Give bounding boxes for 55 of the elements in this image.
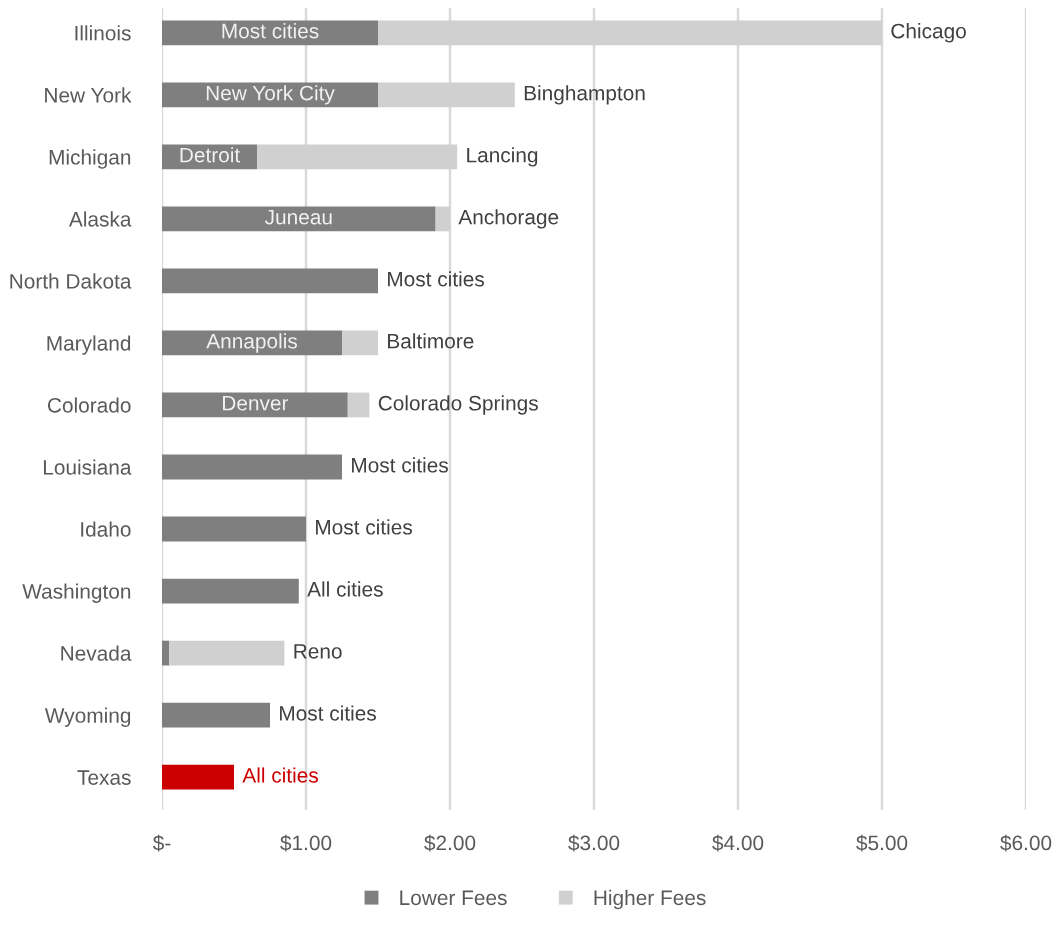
bar <box>162 268 378 294</box>
bar <box>342 330 378 356</box>
data-label: Most cities <box>280 705 376 721</box>
y-tick-label: Idaho <box>81 521 131 537</box>
y-tick-label: Wyoming <box>44 707 131 727</box>
bar <box>162 454 342 480</box>
data-label: Most cities <box>316 519 412 535</box>
data-label: Juneau <box>264 209 332 225</box>
bar <box>162 702 270 728</box>
bar <box>169 640 285 666</box>
y-tick-label: Alaska <box>68 211 132 227</box>
x-tick-label: $1.00 <box>280 834 332 852</box>
y-tick-label: Washington <box>22 583 131 603</box>
bar <box>162 206 436 232</box>
y-tick-label: New York <box>45 87 132 103</box>
legend-label: Lower Fees <box>400 890 507 906</box>
x-tick-label: $6.00 <box>1000 834 1052 852</box>
data-label: Denver <box>223 396 289 411</box>
x-tick-label: $4.00 <box>712 834 764 852</box>
data-label: Chicago <box>891 23 966 43</box>
data-label: Detroit <box>180 147 241 163</box>
bar <box>162 82 378 108</box>
data-label: All cities <box>242 767 318 783</box>
bar <box>162 578 299 604</box>
x-tick-label: $5.00 <box>856 834 908 852</box>
x-tick-label: $2.00 <box>424 834 476 852</box>
data-label: All cities <box>307 581 383 597</box>
y-tick-label: Michigan <box>49 149 131 169</box>
data-label: New York City <box>206 85 335 105</box>
y-tick-label: Illinois <box>75 25 131 41</box>
data-label: Annapolis <box>206 333 297 353</box>
data-label: Most cities <box>388 271 484 287</box>
y-tick-label: North Dakota <box>10 273 132 289</box>
y-tick-label: Nevada <box>61 645 132 661</box>
data-label: Colorado Springs <box>378 395 538 415</box>
y-tick-label: Louisiana <box>43 459 132 475</box>
x-tick-label: $- <box>152 834 171 852</box>
data-label: Reno <box>294 644 342 659</box>
bar <box>347 392 370 418</box>
y-tick-label: Colorado <box>47 397 131 413</box>
data-label: Baltimore <box>388 333 474 349</box>
data-label: Binghampton <box>524 85 645 105</box>
y-tick-label: Maryland <box>47 335 131 355</box>
data-label: Anchorage <box>458 209 559 229</box>
bar <box>162 516 306 542</box>
data-label: Lancing <box>467 147 538 167</box>
bar <box>162 392 348 418</box>
x-tick-label: $3.00 <box>568 834 620 852</box>
data-label: Most cities <box>352 457 448 473</box>
data-label: Most cities <box>222 23 319 39</box>
legend-label: Higher Fees <box>594 889 706 910</box>
bar <box>162 640 170 666</box>
bar <box>162 764 234 790</box>
y-tick-label: Texas <box>77 770 131 785</box>
bar <box>162 20 378 46</box>
